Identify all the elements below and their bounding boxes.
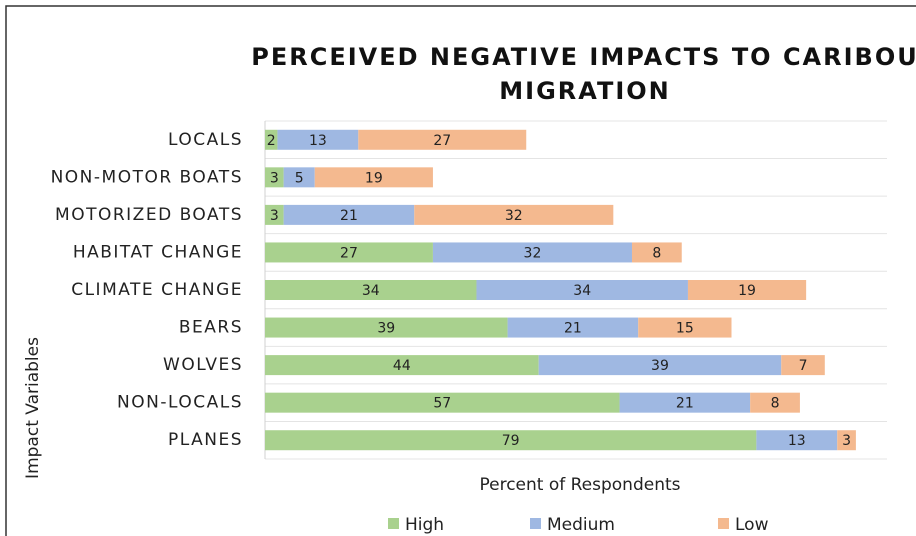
frame <box>5 5 916 536</box>
bar-segment <box>277 129 359 150</box>
bar-segment <box>283 167 315 188</box>
legend-label: Medium <box>547 515 615 535</box>
y-tick-label: LOCALS <box>168 130 243 150</box>
bar-segment <box>638 317 732 338</box>
legend-swatch <box>530 518 541 529</box>
data-label: 21 <box>340 208 358 224</box>
bar-segment <box>432 242 632 263</box>
y-tick-label: MOTORIZED BOATS <box>55 205 243 225</box>
data-label: 21 <box>676 396 694 412</box>
data-label: 21 <box>564 321 582 337</box>
data-label: 27 <box>433 133 451 149</box>
data-label: 8 <box>652 245 661 261</box>
data-label: 57 <box>433 396 451 412</box>
bar-segment <box>756 430 838 451</box>
bar-segment <box>507 317 639 338</box>
data-label: 34 <box>362 283 380 299</box>
bar-segment <box>750 392 800 413</box>
data-label: 13 <box>309 133 327 149</box>
data-label: 3 <box>270 208 279 224</box>
bar-segment <box>631 242 682 263</box>
data-label: 7 <box>799 358 808 374</box>
y-tick-label: CLIMATE CHANGE <box>71 280 243 300</box>
data-label: 39 <box>651 358 669 374</box>
chart-title: PERCEIVED NEGATIVE IMPACTS TO CARIBOU MI… <box>251 43 916 105</box>
bar-segment <box>265 280 477 300</box>
legend-swatch <box>388 518 399 529</box>
bar-segment <box>265 355 539 376</box>
bar-segment <box>265 430 757 451</box>
data-label: 34 <box>573 283 591 299</box>
bar-segment <box>283 204 415 225</box>
data-label: 3 <box>842 433 851 449</box>
bar-segment <box>265 317 508 338</box>
bar-segment <box>265 204 284 225</box>
data-label: 15 <box>676 321 694 337</box>
data-label: 27 <box>340 245 358 261</box>
bar-segment <box>837 430 856 451</box>
bar-segment <box>781 355 825 376</box>
bar-segment <box>265 167 284 188</box>
data-label: 3 <box>270 170 279 186</box>
y-tick-label: NON-LOCALS <box>117 393 243 413</box>
data-label: 44 <box>393 358 411 374</box>
data-label: 32 <box>505 208 523 224</box>
data-label: 19 <box>365 170 383 186</box>
data-label: 32 <box>524 245 542 261</box>
bar-segment <box>687 280 807 300</box>
y-tick-label: NON-MOTOR BOATS <box>51 167 243 187</box>
y-tick-label: WOLVES <box>163 355 243 375</box>
x-axis-label: Percent of Respondents <box>479 475 680 495</box>
y-tick-label: PLANES <box>168 430 243 450</box>
bar-segment <box>619 392 751 413</box>
y-tick-label: BEARS <box>179 318 243 338</box>
data-label: 8 <box>771 396 780 412</box>
bar-segment <box>476 280 688 300</box>
bar-segment <box>265 392 620 413</box>
bar-segment <box>538 355 782 376</box>
bar-segment <box>314 167 433 188</box>
data-label: 13 <box>788 433 806 449</box>
bar-segment <box>414 204 614 225</box>
bar-segment <box>265 242 433 263</box>
bar-segment <box>358 129 527 150</box>
y-axis-label: Impact Variables <box>23 337 43 479</box>
data-label: 79 <box>502 433 520 449</box>
legend-label: Low <box>735 515 769 535</box>
y-tick-label: HABITAT CHANGE <box>73 242 243 262</box>
bar-segment <box>265 129 278 150</box>
data-label: 2 <box>267 133 276 149</box>
data-label: 5 <box>295 170 304 186</box>
legend-swatch <box>718 518 729 529</box>
data-label: 39 <box>377 321 395 337</box>
legend-label: High <box>405 515 444 535</box>
data-label: 19 <box>738 283 756 299</box>
